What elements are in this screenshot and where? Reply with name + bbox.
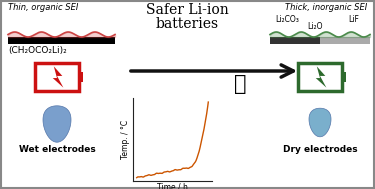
Polygon shape — [316, 66, 326, 88]
Bar — [298, 63, 342, 91]
Y-axis label: Temp. / °C: Temp. / °C — [122, 120, 130, 160]
Text: Li₂CO₃: Li₂CO₃ — [275, 15, 299, 24]
Bar — [8, 37, 115, 44]
Polygon shape — [309, 108, 331, 137]
X-axis label: Time / h: Time / h — [157, 183, 188, 189]
Text: Thick, inorganic SEI: Thick, inorganic SEI — [285, 3, 367, 12]
Bar — [342, 72, 346, 82]
Bar — [320, 37, 370, 44]
Bar — [35, 63, 79, 91]
Text: LiF: LiF — [348, 15, 359, 24]
Bar — [270, 37, 320, 44]
Text: batteries: batteries — [155, 17, 219, 31]
Text: Wet electrodes: Wet electrodes — [19, 145, 95, 154]
Text: Dry electrodes: Dry electrodes — [283, 145, 357, 154]
Polygon shape — [43, 106, 71, 142]
Text: Thin, organic SEI: Thin, organic SEI — [8, 3, 78, 12]
Text: (CH₂OCO₂Li)₂: (CH₂OCO₂Li)₂ — [8, 46, 67, 55]
Text: Li₂O: Li₂O — [307, 22, 322, 31]
Polygon shape — [53, 66, 63, 88]
Text: Safer Li-ion: Safer Li-ion — [146, 3, 228, 17]
Text: 🔥: 🔥 — [234, 74, 246, 94]
Bar — [79, 72, 83, 82]
